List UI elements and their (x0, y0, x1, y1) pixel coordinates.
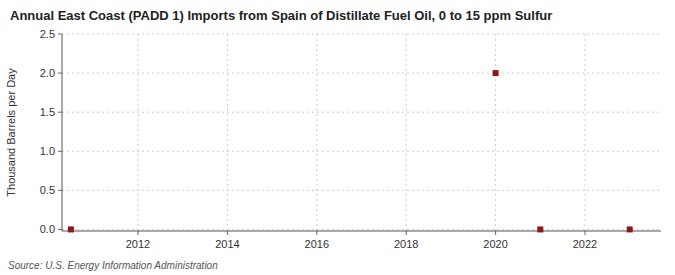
y-tick (58, 73, 62, 74)
y-tick (58, 151, 62, 152)
source-note: Source: U.S. Energy Information Administ… (8, 260, 218, 271)
x-grid-line (495, 34, 496, 231)
x-tick (137, 231, 138, 235)
x-tick-label: 2014 (215, 238, 239, 250)
title: Annual East Coast (PADD 1) Imports from … (10, 8, 552, 23)
x-grid-line (585, 34, 586, 231)
x-tick (227, 231, 228, 235)
x-tick (585, 231, 586, 235)
y-grid-line (62, 34, 661, 35)
x-tick (316, 231, 317, 235)
y-tick-label: 1.5 (40, 106, 55, 118)
y-grid-line (62, 229, 661, 230)
y-axis-label: Thousand Barrels per Day (5, 68, 17, 197)
tick-labels: 0.0 0.5 1.0 1.5 2.0 2.5 2012 2014 2016 2018 2020 20… (40, 28, 598, 250)
y-grid-line (62, 190, 661, 191)
y-grid-line (62, 112, 661, 113)
y-tick-label: 0.5 (40, 184, 55, 196)
point (627, 226, 633, 232)
x-grid-line (227, 34, 228, 231)
y-tick-label: 0.0 (40, 223, 55, 235)
x-tick-label: 2012 (126, 238, 150, 250)
x-tick (406, 231, 407, 235)
x-tick-label: 2018 (394, 238, 418, 250)
x-grid-line (137, 34, 138, 231)
y-grid-line (62, 151, 661, 152)
point (537, 226, 543, 232)
y-grid-line (62, 73, 661, 74)
x-tick (495, 231, 496, 235)
y-tick (58, 112, 62, 113)
y-tick-label: 2.0 (40, 67, 55, 79)
x-tick-label: 2016 (305, 238, 329, 250)
x-tick-label: 2020 (483, 238, 507, 250)
y-tick (58, 190, 62, 191)
y-axis-line (62, 34, 63, 231)
x-grid-line (316, 34, 317, 231)
point (68, 226, 74, 232)
x-tick-label: 2022 (573, 238, 597, 250)
x-axis-line (62, 231, 661, 232)
y-tick-label: 1.0 (40, 145, 55, 157)
points (68, 70, 633, 232)
y-tick-label: 2.5 (40, 28, 55, 40)
chart-container: Annual East Coast (PADD 1) Imports from … (0, 0, 675, 275)
y-tick (58, 229, 62, 230)
chart-svg: Annual East Coast (PADD 1) Imports from … (0, 0, 675, 275)
x-grid-line (406, 34, 407, 231)
point (493, 70, 499, 76)
y-tick (58, 34, 62, 35)
grid (62, 34, 661, 231)
